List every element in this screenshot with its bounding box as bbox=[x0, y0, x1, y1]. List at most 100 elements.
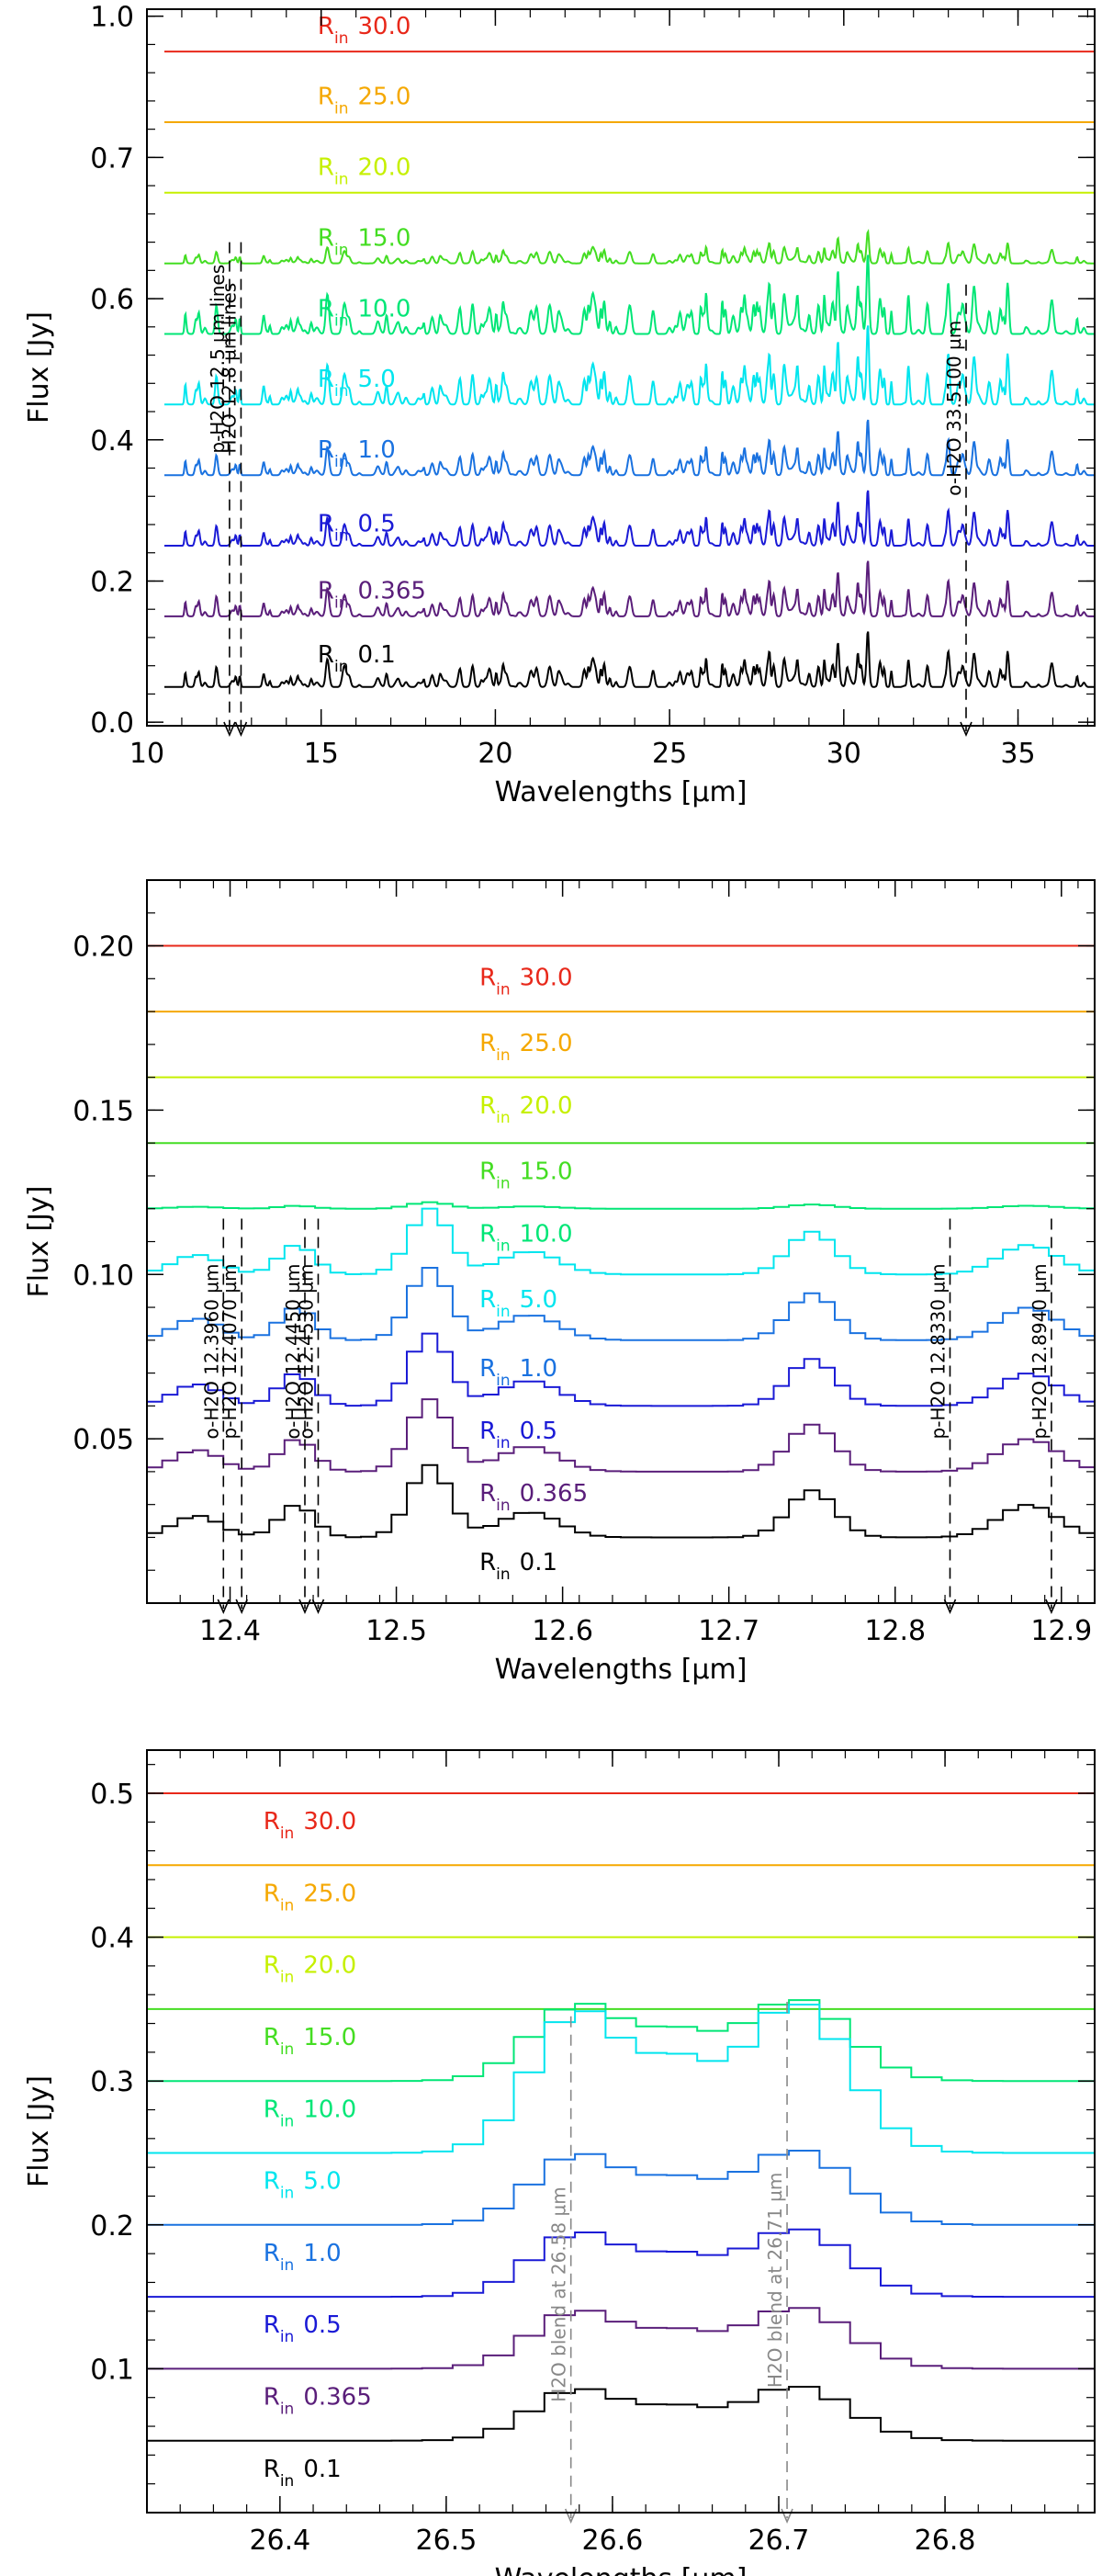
x-tick-label: 20 bbox=[478, 738, 512, 770]
series-line-0-5 bbox=[147, 2228, 1095, 2299]
series-line-0-365 bbox=[164, 560, 1095, 617]
series-label: Rin 10.0 bbox=[479, 1221, 572, 1256]
y-tick-label: 0.5 bbox=[90, 1779, 134, 1811]
series-label: Rin 15.0 bbox=[264, 2024, 356, 2059]
series-label: Rin 1.0 bbox=[318, 436, 396, 471]
series-label: Rin 0.365 bbox=[264, 2384, 372, 2419]
x-axis-label: Wavelengths [μm] bbox=[495, 2563, 748, 2576]
x-tick-label: 12.6 bbox=[532, 1615, 593, 1647]
x-tick-label: 26.5 bbox=[415, 2525, 477, 2557]
y-tick-label: 0.2 bbox=[90, 2210, 134, 2243]
series-label: Rin 0.1 bbox=[264, 2456, 342, 2491]
series-label: Rin 5.0 bbox=[264, 2168, 342, 2203]
series-label: Rin 25.0 bbox=[479, 1030, 572, 1065]
x-tick-label: 25 bbox=[652, 738, 687, 770]
annotation-label: o-H2O 33.5100 µm bbox=[943, 321, 965, 496]
x-tick-label: 12.5 bbox=[365, 1615, 427, 1647]
series-label: Rin 25.0 bbox=[264, 1880, 356, 1915]
y-tick-label: 0.1 bbox=[90, 2354, 134, 2386]
series-line-15-0 bbox=[164, 229, 1095, 265]
annotation-label: H2O 12.8 µm lines bbox=[218, 283, 240, 454]
x-tick-label: 12.8 bbox=[864, 1615, 926, 1647]
y-axis-label: Flux [Jy] bbox=[23, 2075, 55, 2187]
x-tick-label: 15 bbox=[304, 738, 339, 770]
annotation-label: o-H2O 12.4450 µm bbox=[282, 1263, 304, 1439]
y-tick-label: 0.05 bbox=[73, 1424, 134, 1456]
y-axis-label: Flux [Jy] bbox=[23, 311, 55, 424]
series-line-1-0 bbox=[147, 2150, 1095, 2226]
x-tick-label: 12.9 bbox=[1030, 1615, 1092, 1647]
x-axis-label: Wavelengths [μm] bbox=[495, 776, 748, 808]
chart-panel-1: Rin 0.1 Rin 0.365 Rin 0.5 Rin 1.0 Rin 5.0 Rin 10.0 R… bbox=[23, 2, 1096, 808]
y-tick-label: 0.2 bbox=[90, 566, 134, 598]
y-tick-label: 0.6 bbox=[90, 284, 134, 316]
y-tick-label: 0.10 bbox=[73, 1260, 134, 1292]
x-tick-label: 12.7 bbox=[698, 1615, 759, 1647]
series-label: Rin 5.0 bbox=[479, 1286, 557, 1321]
annotation-label: H2O blend at 26.58 µm bbox=[548, 2186, 570, 2401]
series-label: Rin 15.0 bbox=[479, 1158, 572, 1193]
series-label: Rin 0.5 bbox=[479, 1418, 557, 1452]
x-tick-label: 26.7 bbox=[748, 2525, 810, 2557]
series-label: Rin 20.0 bbox=[318, 154, 410, 189]
series-line-0-5 bbox=[147, 1332, 1096, 1407]
x-tick-label: 26.6 bbox=[582, 2525, 644, 2557]
series-label: Rin 0.365 bbox=[479, 1480, 588, 1515]
series-line-1-0 bbox=[147, 1267, 1096, 1341]
x-tick-label: 35 bbox=[1000, 738, 1035, 770]
y-tick-label: 0.3 bbox=[90, 2066, 134, 2098]
series-label: Rin 0.5 bbox=[318, 511, 396, 546]
y-tick-label: 0.0 bbox=[90, 707, 134, 740]
plot-frame bbox=[146, 879, 1096, 1604]
series-label: Rin 0.365 bbox=[318, 578, 426, 613]
x-axis-label: Wavelengths [μm] bbox=[495, 1654, 748, 1686]
y-tick-label: 0.4 bbox=[90, 425, 134, 458]
y-axis-label: Flux [Jy] bbox=[23, 1186, 55, 1298]
series-label: Rin 10.0 bbox=[264, 2096, 356, 2130]
chart-panel-3: Rin 0.1 Rin 0.365 Rin 0.5 Rin 1.0 Rin 5.0 Rin 10.0 R… bbox=[23, 1749, 1096, 2576]
plot-frame bbox=[146, 8, 1096, 727]
series-line-5-0 bbox=[147, 1207, 1096, 1276]
series-label: Rin 0.1 bbox=[479, 1549, 557, 1584]
series-line-0-365 bbox=[147, 1398, 1096, 1473]
series-label: Rin 20.0 bbox=[264, 1952, 356, 1987]
series-line-0-5 bbox=[164, 490, 1095, 548]
annotation-label: p-H2O 12.8940 µm bbox=[1029, 1263, 1051, 1439]
series-label: Rin 0.5 bbox=[264, 2311, 342, 2346]
series-line-0-1 bbox=[147, 1463, 1096, 1539]
series-line-5-0 bbox=[164, 325, 1095, 406]
series-line-0-1 bbox=[164, 631, 1095, 688]
annotation-label: p-H2O 12.4070 µm bbox=[219, 1263, 241, 1439]
series-line-0-365 bbox=[147, 2307, 1095, 2370]
chart-panel-2: Rin 0.1 Rin 0.365 Rin 0.5 Rin 1.0 Rin 5.0 Rin 10.0 R… bbox=[23, 879, 1096, 1686]
series-label: Rin 5.0 bbox=[318, 366, 396, 401]
x-tick-label: 10 bbox=[129, 738, 164, 770]
annotation-label: H2O blend at 26.71 µm bbox=[764, 2173, 786, 2388]
series-label: Rin 10.0 bbox=[318, 295, 410, 330]
series-line-0-1 bbox=[147, 2386, 1095, 2442]
series-label: Rin 20.0 bbox=[479, 1092, 572, 1127]
series-label: Rin 1.0 bbox=[479, 1355, 557, 1390]
series-line-1-0 bbox=[164, 419, 1095, 477]
x-tick-label: 30 bbox=[826, 738, 861, 770]
series-label: Rin 30.0 bbox=[479, 964, 572, 999]
y-tick-label: 0.20 bbox=[73, 932, 134, 964]
annotation-label: p-H2O 12.8330 µm bbox=[927, 1263, 949, 1439]
series-line-5-0 bbox=[147, 2004, 1095, 2154]
series-label: Rin 30.0 bbox=[318, 13, 410, 48]
x-tick-label: 26.4 bbox=[249, 2525, 310, 2557]
annotation-label: o-H2O 12.4530 µm bbox=[295, 1263, 317, 1439]
annotation-arrow bbox=[781, 2508, 793, 2525]
series-label: Rin 25.0 bbox=[318, 84, 410, 119]
y-tick-label: 0.4 bbox=[90, 1923, 134, 1955]
series-line-10-0 bbox=[147, 1999, 1095, 2083]
x-tick-label: 12.4 bbox=[199, 1615, 261, 1647]
series-label: Rin 1.0 bbox=[264, 2240, 342, 2275]
series-label: Rin 0.1 bbox=[318, 641, 396, 676]
y-tick-label: 0.15 bbox=[73, 1095, 134, 1127]
y-tick-label: 0.7 bbox=[90, 142, 134, 175]
y-tick-label: 1.0 bbox=[90, 2, 134, 34]
x-tick-label: 26.8 bbox=[915, 2525, 976, 2557]
series-label: Rin 15.0 bbox=[318, 224, 410, 259]
